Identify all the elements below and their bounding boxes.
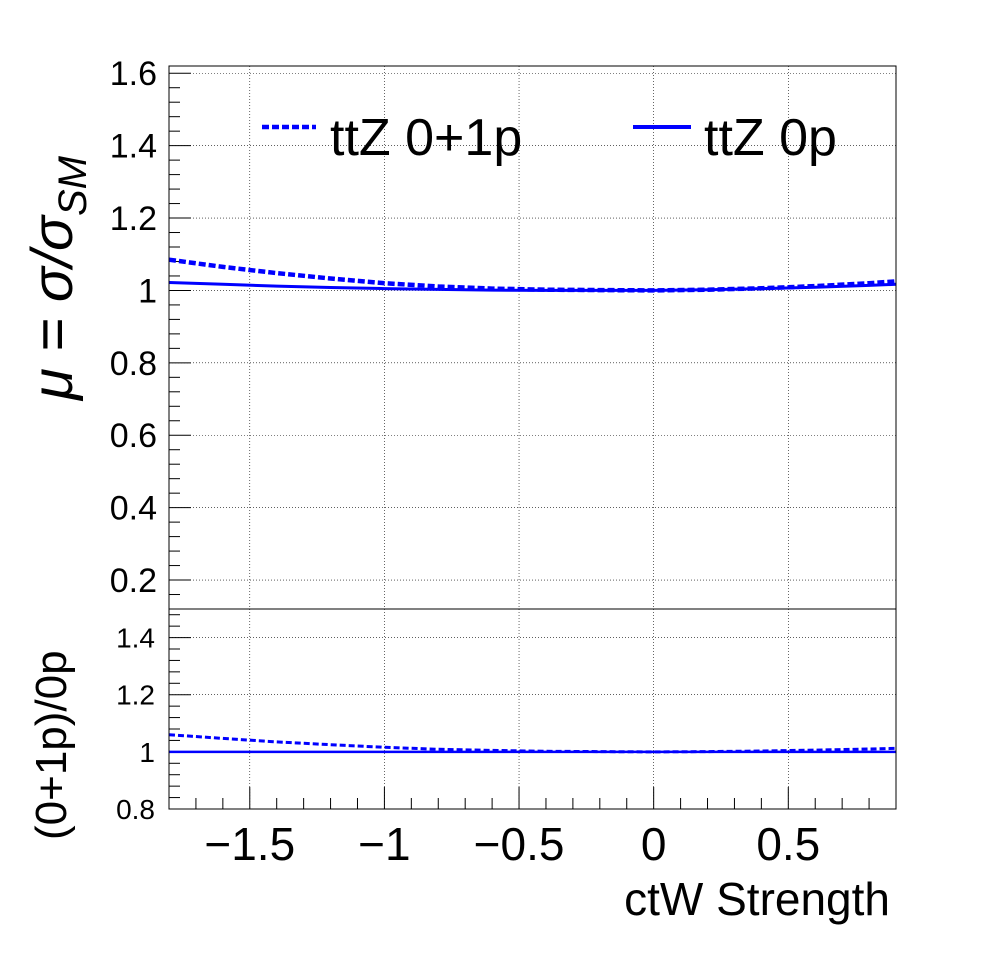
legend-label-ttz-0p: ttZ 0p [704,109,837,167]
main-series-line-ttz-0p [168,281,897,292]
ratio-series [168,733,897,754]
x-tick-label: −0.5 [474,818,565,870]
ratio-y-tick-labels: 0.8 1 1.2 1.4 [116,623,155,825]
main-y-axis-label: μ = σ/σSM [20,155,95,402]
main-y-tick-label: 1.6 [110,55,157,93]
legend: ttZ 0+1p ttZ 0p [262,109,837,167]
x-tick-label: −1 [358,818,410,870]
main-series [168,257,897,293]
main-y-axis-label-sub: SM [51,155,95,216]
ratio-y-tick-label: 0.8 [116,794,155,825]
legend-label-ttz-0plus1p: ttZ 0+1p [330,109,522,167]
main-y-tick-label: 1.2 [110,200,157,238]
ratio-grid [169,609,896,809]
main-grid [169,66,896,609]
ratio-frame [168,608,897,810]
main-y-tick-label: 0.8 [110,345,157,383]
ratio-ticks [168,614,897,810]
ratio-series-line-ratio [168,733,897,754]
main-y-tick-label: 1.4 [110,128,157,166]
ratio-y-axis-label: (0+1p)/0p [27,650,76,840]
main-y-tick-label: 1 [138,272,157,310]
main-y-tick-labels: 0.2 0.4 0.6 0.8 1 1.2 1.4 1.6 [110,55,157,600]
main-y-axis-label-main: μ = σ/σ [20,214,85,402]
main-ticks [169,72,191,596]
x-tick-label: 0 [641,818,667,870]
ratio-panel: 0.8 1 1.2 1.4 −1.5 −1 −0.5 0 0.5 (0+1p)/0p ctW … [27,608,897,925]
main-series-line-ttz-0plus1p [168,257,897,293]
x-tick-labels: −1.5 −1 −0.5 0 0.5 [204,818,820,870]
main-y-tick-label: 0.4 [110,490,157,528]
main-panel: 0.2 0.4 0.6 0.8 1 1.2 1.4 1.6 ttZ 0+1p ttZ 0p μ … [20,55,897,610]
ratio-y-tick-label: 1.2 [116,680,155,711]
x-axis-label: ctW Strength [624,873,890,925]
ratio-y-tick-label: 1.4 [116,623,155,654]
ratio-y-tick-label: 1 [139,737,155,768]
main-y-tick-label: 0.2 [110,562,157,600]
main-y-tick-label: 0.6 [110,417,157,455]
x-tick-label: −1.5 [204,818,295,870]
x-tick-label: 0.5 [756,818,820,870]
